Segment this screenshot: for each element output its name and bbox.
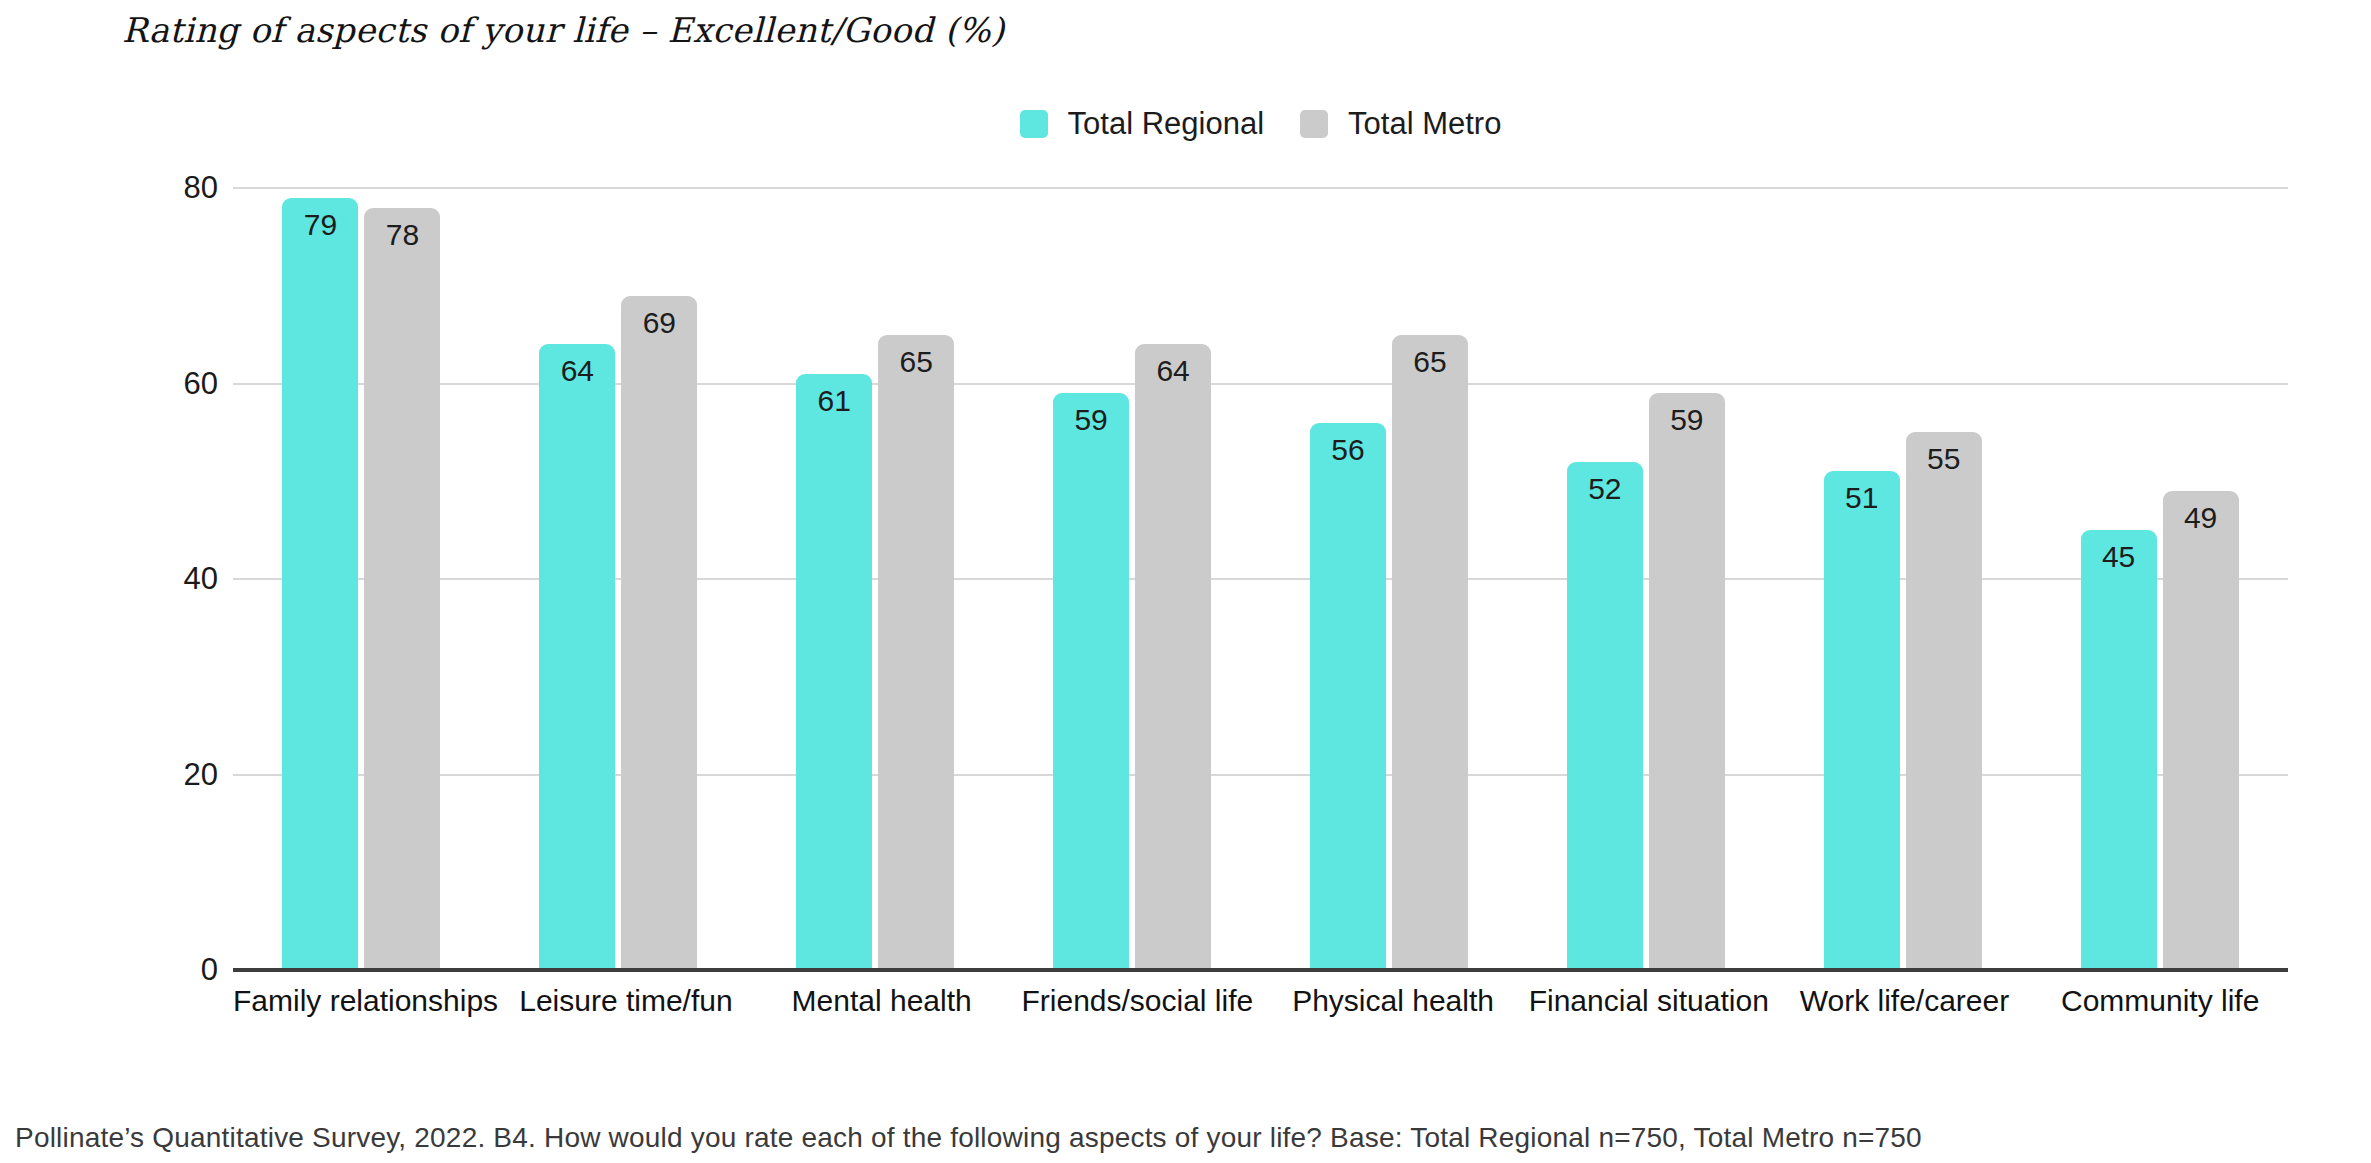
bar-total-regional-physical-health: 56 — [1310, 423, 1386, 970]
y-axis-tick-labels: 020406080 — [80, 188, 218, 970]
legend-entry-total-regional: Total Regional — [1020, 106, 1264, 142]
bar-total-metro-friends-social-life: 64 — [1135, 344, 1211, 970]
bar-total-metro-financial-situation: 59 — [1649, 393, 1725, 970]
y-tick-label-80: 80 — [184, 170, 218, 206]
x-category-label-friends-social-life: Friends/social life — [1010, 984, 1266, 1018]
legend-entry-total-metro: Total Metro — [1300, 106, 1501, 142]
source-note: Pollinate’s Quantitative Survey, 2022. B… — [15, 1122, 1922, 1154]
bar-value-label: 55 — [1906, 442, 1982, 476]
bar-value-label: 59 — [1053, 403, 1129, 437]
x-category-label-community-life: Community life — [2032, 984, 2288, 1018]
y-tick-label-40: 40 — [184, 561, 218, 597]
x-category-label-physical-health: Physical health — [1265, 984, 1521, 1018]
bar-group-work-life-career: 5155 — [1774, 188, 2031, 970]
plot-area: 79786469616559645665525951554549 — [233, 188, 2288, 970]
bar-group-community-life: 4549 — [2031, 188, 2288, 970]
bar-value-label: 78 — [364, 218, 440, 252]
bar-total-regional-financial-situation: 52 — [1567, 462, 1643, 970]
y-tick-label-0: 0 — [201, 952, 218, 988]
bar-value-label: 64 — [1135, 354, 1211, 388]
legend: Total Regional Total Metro — [233, 106, 2288, 142]
bar-value-label: 79 — [282, 208, 358, 242]
bar-value-label: 65 — [878, 345, 954, 379]
bar-value-label: 49 — [2163, 501, 2239, 535]
bar-group-financial-situation: 52 59 — [1517, 188, 1774, 970]
bar-value-label: 59 — [1649, 403, 1725, 437]
y-tick-label-20: 20 — [184, 757, 218, 793]
bar-value-label: 61 — [796, 384, 872, 418]
chart-page: Rating of aspects of your life – Excelle… — [0, 0, 2371, 1163]
bar-total-metro-family-relationships: 78 — [364, 208, 440, 970]
bar-total-metro-community-life: 49 — [2163, 491, 2239, 970]
y-tick-label-60: 60 — [184, 366, 218, 402]
x-category-label-mental-health: Mental health — [754, 984, 1010, 1018]
bar-value-label: 45 — [2081, 540, 2157, 574]
bar-value-label: 56 — [1310, 433, 1386, 467]
bar-groups: 79786469616559645665525951554549 — [233, 188, 2288, 970]
x-category-label-family-relationships: Family relationships — [233, 984, 498, 1018]
bar-total-regional-family-relationships: 79 — [282, 198, 358, 970]
bar-total-regional-work-life-career: 51 — [1824, 471, 1900, 970]
x-axis-labels: Family relationshipsLeisure time/funMent… — [233, 984, 2288, 1018]
bar-group-mental-health: 6165 — [747, 188, 1004, 970]
x-category-label-financial-situation: Financial situation — [1521, 984, 1777, 1018]
bar-value-label: 52 — [1567, 472, 1643, 506]
bar-group-leisure-time-fun: 6469 — [490, 188, 747, 970]
x-axis-line — [233, 968, 2288, 972]
bar-total-regional-friends-social-life: 59 — [1053, 393, 1129, 970]
bar-value-label: 69 — [621, 306, 697, 340]
bar-value-label: 64 — [539, 354, 615, 388]
bar-group-family-relationships: 7978 — [233, 188, 490, 970]
x-category-label-leisure-time-fun: Leisure time/fun — [498, 984, 754, 1018]
bar-total-metro-leisure-time-fun: 69 — [621, 296, 697, 970]
legend-label: Total Metro — [1348, 106, 1501, 142]
bar-total-regional-mental-health: 61 — [796, 374, 872, 970]
bar-total-metro-work-life-career: 55 — [1906, 432, 1982, 970]
x-category-label-work-life-career: Work life/career — [1777, 984, 2033, 1018]
bar-total-regional-leisure-time-fun: 64 — [539, 344, 615, 970]
legend-swatch-total-metro — [1300, 110, 1328, 138]
bar-group-physical-health: 56 65 — [1261, 188, 1518, 970]
bar-total-metro-mental-health: 65 — [878, 335, 954, 970]
legend-label: Total Regional — [1068, 106, 1264, 142]
bar-value-label: 65 — [1392, 345, 1468, 379]
chart-title: Rating of aspects of your life – Excelle… — [122, 10, 1005, 50]
bar-group-friends-social-life: 5964 — [1004, 188, 1261, 970]
bar-total-regional-community-life: 45 — [2081, 530, 2157, 970]
bar-total-metro-physical-health: 65 — [1392, 335, 1468, 970]
bar-value-label: 51 — [1824, 481, 1900, 515]
legend-swatch-total-regional — [1020, 110, 1048, 138]
